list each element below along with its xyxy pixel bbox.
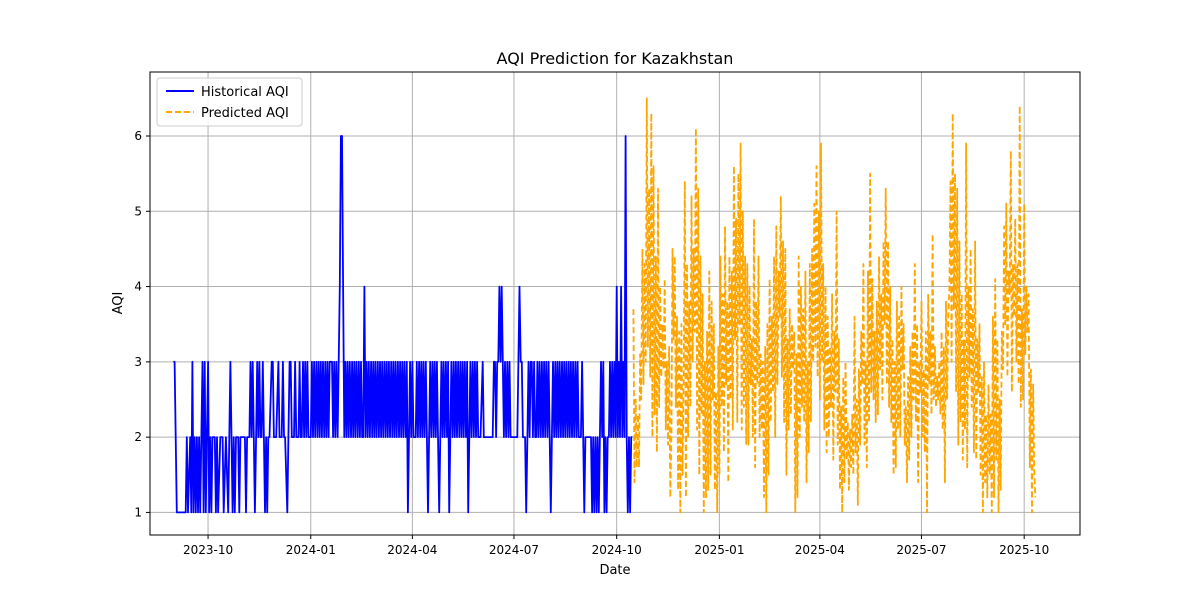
chart-title: AQI Prediction for Kazakhstan: [497, 49, 734, 68]
chart-legend: Historical AQI Predicted AQI: [156, 77, 303, 127]
y-axis-ticks: 1 2 3 4 5 6: [134, 129, 150, 519]
x-axis-label: Date: [599, 563, 630, 578]
predicted-aqi-line: [632, 97, 1037, 514]
x-tick-label: 2025-01: [694, 543, 744, 557]
x-tick-label: 2025-10: [999, 543, 1049, 557]
y-tick-label: 3: [134, 355, 142, 369]
x-tick-label: 2025-04: [795, 543, 845, 557]
x-tick-label: 2025-07: [896, 543, 946, 557]
y-tick-label: 6: [134, 129, 142, 143]
plot-frame: [149, 71, 1081, 536]
y-tick-label: 5: [134, 204, 142, 218]
historical-aqi-line: [173, 135, 633, 514]
x-axis-ticks: 2023-10 2024-01 2024-04 2024-07 2024-10 2025-…: [183, 535, 1049, 557]
x-tick-label: 2024-07: [489, 543, 539, 557]
plot-series: [173, 97, 1037, 514]
x-tick-label: 2023-10: [183, 543, 233, 557]
legend-historical-label: Historical AQI: [201, 85, 289, 100]
legend-predicted-label: Predicted AQI: [201, 106, 289, 121]
y-tick-label: 2: [134, 430, 142, 444]
y-tick-label: 1: [134, 505, 142, 519]
x-tick-label: 2024-04: [387, 543, 437, 557]
x-tick-label: 2024-01: [286, 543, 336, 557]
x-tick-label: 2024-10: [592, 543, 642, 557]
y-tick-label: 4: [134, 280, 142, 294]
y-axis-label: AQI: [111, 292, 126, 315]
